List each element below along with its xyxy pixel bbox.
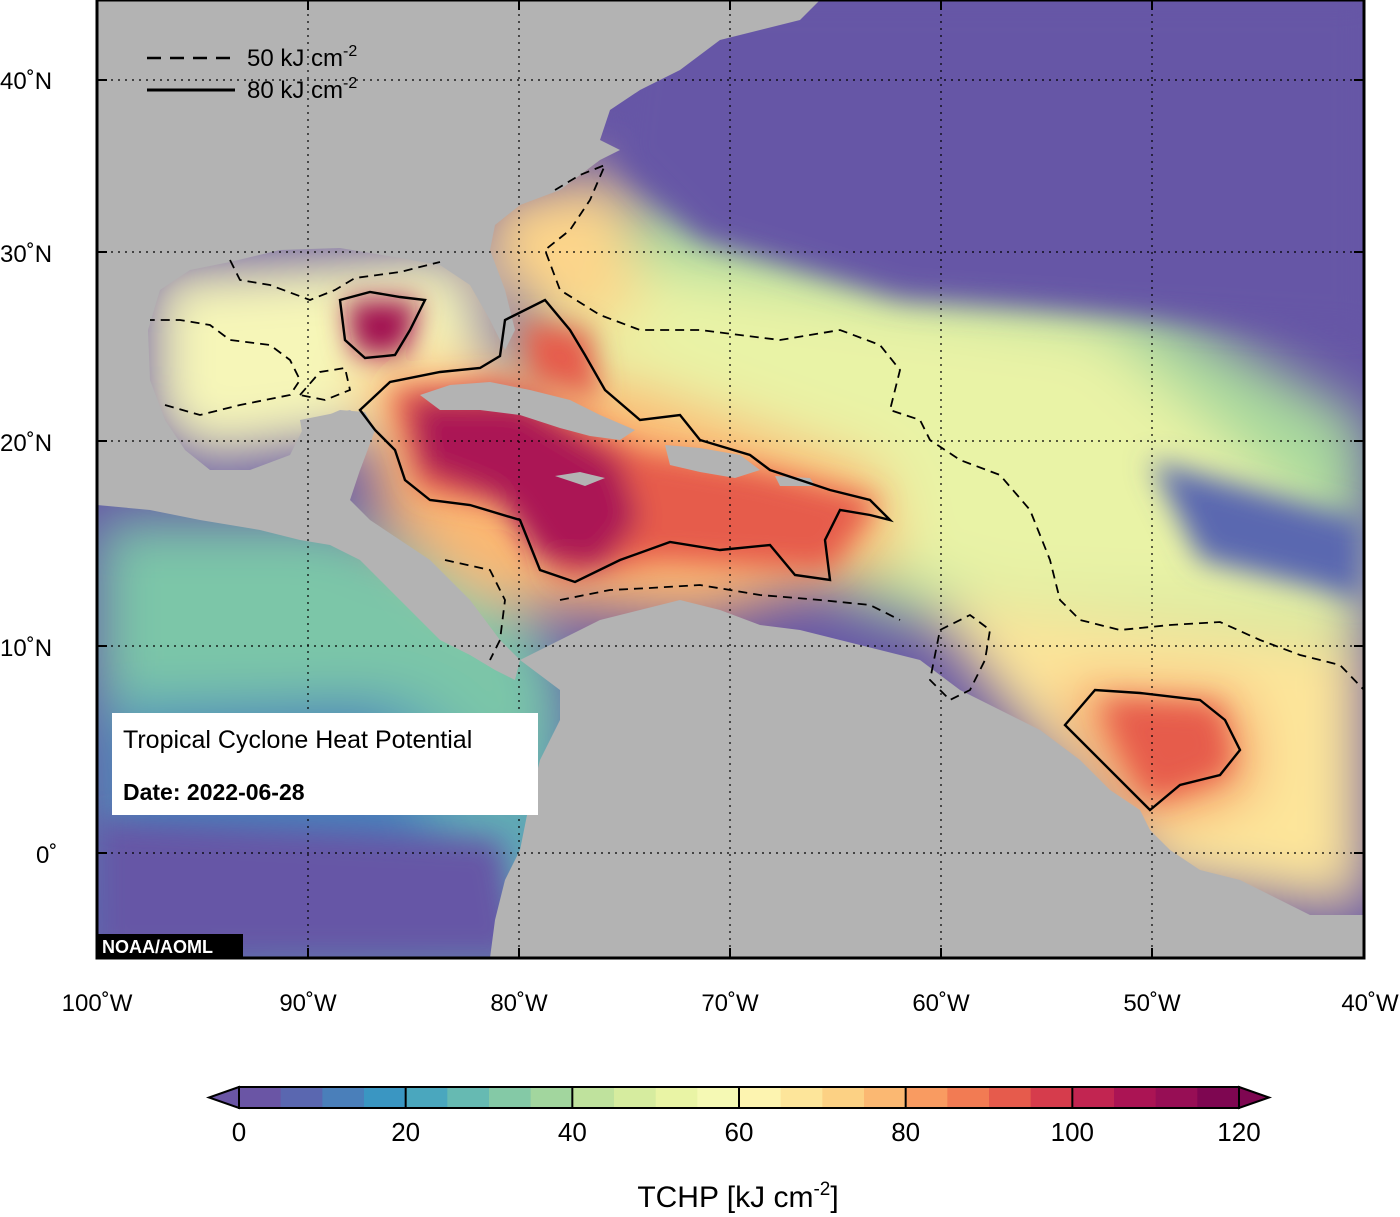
colorbar-over-arrow (1238, 1085, 1273, 1110)
colorbar-tick-label: 40 (558, 1117, 587, 1147)
credit-badge: NOAA/AOML (97, 934, 243, 958)
colorbar-swatch (1114, 1087, 1157, 1108)
lon-label-50w: 50˚W (1123, 990, 1181, 1017)
colorbar-swatch (822, 1087, 865, 1108)
colorbar-tick-label: 0 (232, 1117, 246, 1147)
south-america-land (490, 600, 1364, 958)
colorbar-swatch (239, 1087, 282, 1108)
title-box: Tropical Cyclone Heat Potential Date: 20… (112, 713, 538, 815)
colorbar-swatch (1155, 1087, 1198, 1108)
colorbar-swatch (697, 1087, 740, 1108)
colorbar-label: TCHP [kJ cm-2] (637, 1179, 838, 1214)
colorbar-swatch (947, 1087, 990, 1108)
colorbar-tick-labels: 0 20 40 60 80 100 120 (232, 1117, 1261, 1147)
colorbar-swatch (280, 1087, 323, 1108)
lon-label-100w: 100˚W (62, 990, 133, 1017)
axis-ticks (97, 0, 1364, 958)
hispaniola-island (665, 445, 760, 478)
colorbar-tick-label: 20 (391, 1117, 420, 1147)
contour-80 (338, 290, 1242, 812)
colorbar-swatch (739, 1087, 782, 1108)
lon-label-60w: 60˚W (912, 990, 970, 1017)
land-masses (97, 0, 1364, 958)
colorbar-swatch (405, 1087, 448, 1108)
title-box-background (112, 713, 538, 815)
colorbar-swatch (864, 1087, 907, 1108)
lat-label-40n: 40˚N (0, 68, 52, 95)
colorbar-swatch (905, 1087, 948, 1108)
map-title: Tropical Cyclone Heat Potential (123, 726, 472, 754)
colorbar (205, 1085, 1273, 1110)
colorbar-swatch (572, 1087, 615, 1108)
lat-label-20n: 20˚N (0, 430, 52, 457)
map-area (97, 0, 1364, 958)
colorbar-swatch (989, 1087, 1032, 1108)
latitude-labels: 40˚N 30˚N 20˚N 10˚N 0˚ (0, 68, 57, 869)
cuba-island (420, 382, 635, 440)
colorbar-tick-label: 80 (891, 1117, 920, 1147)
colorbar-swatch (322, 1087, 365, 1108)
colorbar-swatch (364, 1087, 407, 1108)
jamaica-island (555, 472, 605, 486)
colorbar-swatch (655, 1087, 698, 1108)
lat-label-10n: 10˚N (0, 635, 52, 662)
longitude-labels: 100˚W 90˚W 80˚W 70˚W 60˚W 50˚W 40˚W (62, 990, 1399, 1017)
colorbar-swatch (489, 1087, 532, 1108)
colorbar-swatch (1072, 1087, 1115, 1108)
credit-text: NOAA/AOML (102, 937, 213, 957)
lon-label-70w: 70˚W (701, 990, 759, 1017)
lat-label-0: 0˚ (36, 842, 57, 869)
yucatan-land (300, 410, 375, 500)
colorbar-swatch (530, 1087, 573, 1108)
colorbar-swatch (614, 1087, 657, 1108)
colorbar-swatch (780, 1087, 823, 1108)
map-date: Date: 2022-06-28 (123, 779, 305, 805)
colorbar-swatch (447, 1087, 490, 1108)
lon-label-90w: 90˚W (279, 990, 337, 1017)
colorbar-tick-label: 120 (1217, 1117, 1260, 1147)
north-america-land (97, 0, 820, 680)
legend-80-label: 80 kJ cm-2 (247, 75, 357, 104)
colorbar-swatch (1197, 1087, 1240, 1108)
lon-label-80w: 80˚W (490, 990, 548, 1017)
lon-label-40w: 40˚W (1341, 990, 1399, 1017)
colorbar-tick-label: 100 (1051, 1117, 1094, 1147)
lat-label-30n: 30˚N (0, 241, 52, 268)
colorbar-swatch (1030, 1087, 1073, 1108)
contour-legend: 50 kJ cm-2 80 kJ cm-2 (147, 43, 357, 104)
legend-50-label: 50 kJ cm-2 (247, 43, 357, 72)
puerto-rico-island (775, 476, 815, 486)
colorbar-under-arrow (205, 1085, 240, 1110)
colorbar-tick-label: 60 (725, 1117, 754, 1147)
